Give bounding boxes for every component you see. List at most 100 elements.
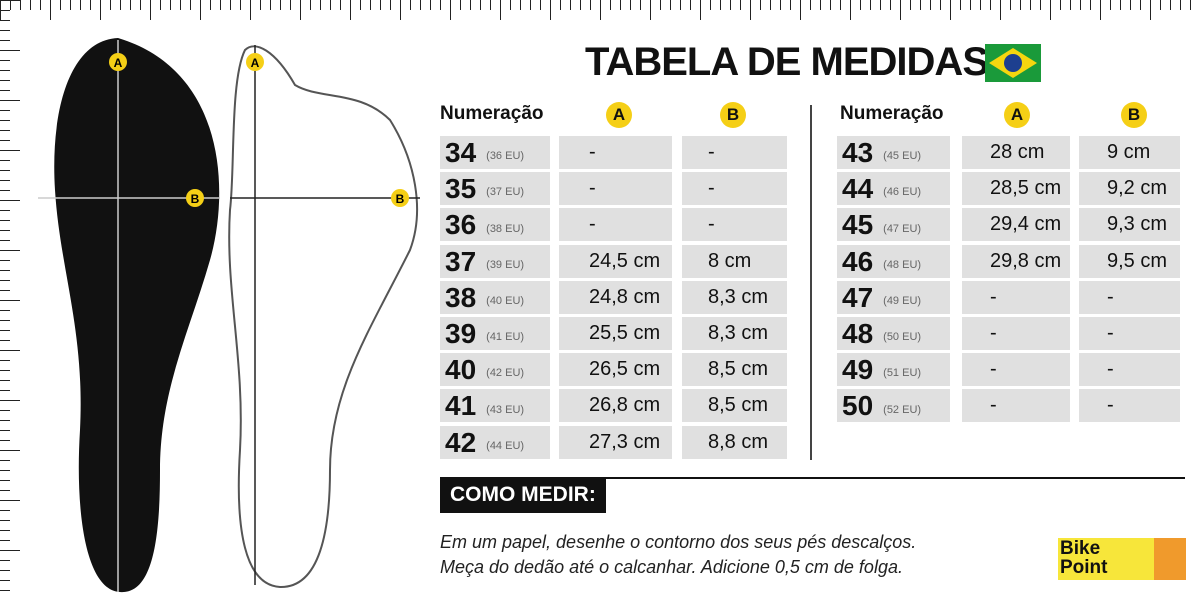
br-size: 37 bbox=[445, 245, 477, 277]
a-cell: 26,5 cm bbox=[559, 353, 672, 387]
b-cell: 8,3 cm bbox=[682, 280, 787, 314]
b-value: - bbox=[1107, 394, 1114, 417]
a-cell: 24,8 cm bbox=[559, 280, 672, 314]
size-cell: 34 (36 EU) bbox=[440, 136, 550, 169]
eu-size: (46 EU) bbox=[883, 186, 922, 199]
b-cell: - bbox=[1079, 389, 1180, 423]
how-to-rule bbox=[600, 477, 1185, 479]
b-cell: 8 cm bbox=[682, 244, 787, 278]
a-cell: - bbox=[559, 208, 672, 242]
b-value: 9,2 cm bbox=[1107, 177, 1168, 200]
ruler-left-major bbox=[0, 0, 20, 600]
insole-shape bbox=[54, 38, 220, 593]
b-value: - bbox=[708, 141, 715, 163]
a-value: 24,8 cm bbox=[589, 285, 661, 308]
a-cell: - bbox=[559, 136, 672, 169]
b-cell: 8,8 cm bbox=[682, 425, 787, 459]
foot-illustration: A B A B bbox=[38, 38, 420, 593]
a-value: - bbox=[589, 141, 596, 163]
a-cell: - bbox=[559, 172, 672, 206]
size-cell: 36 (38 EU) bbox=[440, 208, 550, 242]
eu-size: (40 EU) bbox=[486, 295, 525, 308]
header-b-left: B bbox=[720, 102, 746, 128]
b-cell: - bbox=[1079, 353, 1180, 387]
a-value: 28 cm bbox=[990, 141, 1045, 163]
a-value: - bbox=[990, 394, 997, 417]
a-cell: - bbox=[962, 280, 1070, 314]
b-cell: - bbox=[1079, 280, 1180, 314]
b-cell: 8,3 cm bbox=[682, 317, 787, 350]
b-cell: - bbox=[682, 208, 787, 242]
size-cell: 40 (42 EU) bbox=[440, 353, 550, 387]
a-cell: 29,8 cm bbox=[962, 244, 1070, 278]
b-cell: 9,5 cm bbox=[1079, 244, 1180, 278]
eu-size: (52 EU) bbox=[883, 403, 922, 416]
br-size: 36 bbox=[445, 209, 477, 241]
header-a-right: A bbox=[1004, 102, 1030, 128]
b-cell: - bbox=[682, 172, 787, 206]
b-value: 9,5 cm bbox=[1107, 249, 1168, 272]
size-cell: 48 (50 EU) bbox=[837, 317, 950, 350]
header-a-left: A bbox=[606, 102, 632, 128]
how-to-heading: COMO MEDIR: bbox=[440, 477, 606, 513]
size-cell: 49 (51 EU) bbox=[837, 353, 950, 387]
size-cell: 35 (37 EU) bbox=[440, 172, 550, 206]
a-cell: - bbox=[962, 389, 1070, 423]
a-value: 28,5 cm bbox=[990, 177, 1062, 200]
size-cell: 43 (45 EU) bbox=[837, 136, 950, 169]
eu-size: (39 EU) bbox=[486, 258, 525, 271]
br-size: 48 bbox=[842, 318, 874, 349]
br-size: 43 bbox=[842, 137, 874, 168]
br-size: 45 bbox=[842, 209, 874, 241]
b-value: - bbox=[1107, 285, 1114, 308]
br-size: 47 bbox=[842, 281, 874, 313]
eu-size: (38 EU) bbox=[486, 222, 525, 235]
b-cell: 8,5 cm bbox=[682, 389, 787, 423]
a-value: - bbox=[990, 285, 997, 308]
page-title: TABELA DE MEDIDAS bbox=[585, 40, 989, 84]
br-size: 49 bbox=[842, 354, 874, 386]
size-cell: 41 (43 EU) bbox=[440, 389, 550, 423]
eu-size: (45 EU) bbox=[883, 150, 922, 163]
svg-text:B: B bbox=[191, 192, 200, 206]
a-value: - bbox=[990, 322, 997, 344]
b-value: - bbox=[1107, 358, 1114, 381]
svg-text:A: A bbox=[114, 56, 123, 70]
br-size: 46 bbox=[842, 245, 874, 277]
eu-size: (36 EU) bbox=[486, 150, 525, 163]
size-cell: 45 (47 EU) bbox=[837, 208, 950, 242]
eu-size: (51 EU) bbox=[883, 367, 922, 380]
b-value: 9,3 cm bbox=[1107, 213, 1168, 236]
b-value: 8,5 cm bbox=[708, 394, 769, 417]
how-to-line-1: Em um papel, desenhe o contorno dos seus… bbox=[440, 532, 917, 552]
foot-outline bbox=[228, 45, 419, 589]
a-value: - bbox=[990, 358, 997, 381]
size-cell: 47 (49 EU) bbox=[837, 280, 950, 314]
a-cell: 26,8 cm bbox=[559, 389, 672, 423]
a-value: - bbox=[589, 213, 596, 236]
b-cell: - bbox=[1079, 317, 1180, 350]
how-to-text: Em um papel, desenhe o contorno dos seus… bbox=[440, 530, 916, 580]
br-size: 41 bbox=[445, 390, 477, 422]
how-to-line-2: Meça do dedão até o calcanhar. Adicione … bbox=[440, 557, 903, 577]
size-cell: 39 (41 EU) bbox=[440, 317, 550, 350]
b-value: - bbox=[708, 177, 715, 200]
br-size: 42 bbox=[445, 426, 477, 458]
header-numbering-right: Numeração bbox=[840, 103, 944, 124]
eu-size: (37 EU) bbox=[486, 186, 525, 199]
size-cell: 42 (44 EU) bbox=[440, 425, 550, 459]
size-cell: 46 (48 EU) bbox=[837, 244, 950, 278]
svg-text:A: A bbox=[251, 56, 260, 70]
eu-size: (41 EU) bbox=[486, 331, 525, 344]
br-size: 44 bbox=[842, 173, 874, 205]
a-cell: 24,5 cm bbox=[559, 244, 672, 278]
a-value: 29,8 cm bbox=[990, 249, 1062, 272]
br-size: 34 bbox=[445, 137, 477, 168]
eu-size: (44 EU) bbox=[486, 439, 525, 452]
b-cell: - bbox=[682, 136, 787, 169]
b-value: 9 cm bbox=[1107, 141, 1151, 163]
b-value: - bbox=[1107, 322, 1114, 344]
eu-size: (49 EU) bbox=[883, 295, 922, 308]
a-cell: - bbox=[962, 353, 1070, 387]
svg-text:B: B bbox=[396, 192, 405, 206]
